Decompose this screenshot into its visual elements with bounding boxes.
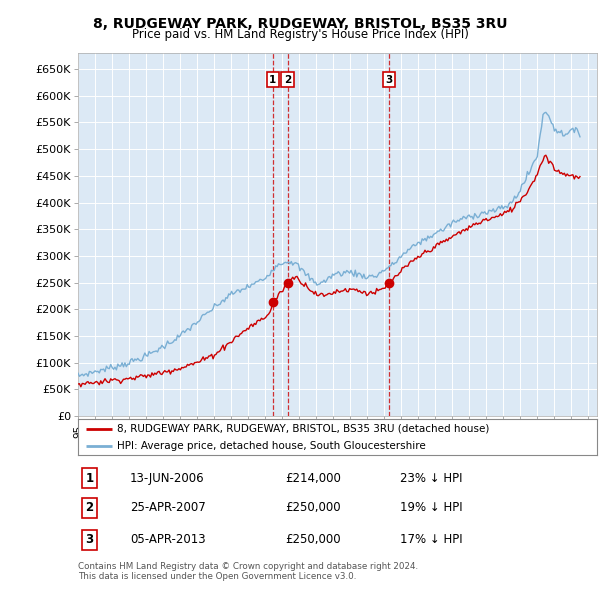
Text: 8, RUDGEWAY PARK, RUDGEWAY, BRISTOL, BS35 3RU: 8, RUDGEWAY PARK, RUDGEWAY, BRISTOL, BS3… [93, 17, 507, 31]
Text: HPI: Average price, detached house, South Gloucestershire: HPI: Average price, detached house, Sout… [117, 441, 425, 451]
Text: 8, RUDGEWAY PARK, RUDGEWAY, BRISTOL, BS35 3RU (detached house): 8, RUDGEWAY PARK, RUDGEWAY, BRISTOL, BS3… [117, 424, 490, 434]
Text: 25-APR-2007: 25-APR-2007 [130, 502, 206, 514]
Text: 2: 2 [284, 75, 291, 85]
Text: 19% ↓ HPI: 19% ↓ HPI [400, 502, 463, 514]
Text: 2: 2 [85, 502, 94, 514]
Text: 1: 1 [85, 472, 94, 485]
Text: 1: 1 [269, 75, 277, 85]
Text: £250,000: £250,000 [286, 502, 341, 514]
Text: 23% ↓ HPI: 23% ↓ HPI [400, 472, 462, 485]
Text: 13-JUN-2006: 13-JUN-2006 [130, 472, 205, 485]
Text: 3: 3 [385, 75, 392, 85]
Text: Price paid vs. HM Land Registry's House Price Index (HPI): Price paid vs. HM Land Registry's House … [131, 28, 469, 41]
Text: 3: 3 [85, 533, 94, 546]
Text: £250,000: £250,000 [286, 533, 341, 546]
Text: £214,000: £214,000 [286, 472, 341, 485]
Text: 17% ↓ HPI: 17% ↓ HPI [400, 533, 463, 546]
Text: 05-APR-2013: 05-APR-2013 [130, 533, 206, 546]
Text: Contains HM Land Registry data © Crown copyright and database right 2024.
This d: Contains HM Land Registry data © Crown c… [78, 562, 418, 581]
